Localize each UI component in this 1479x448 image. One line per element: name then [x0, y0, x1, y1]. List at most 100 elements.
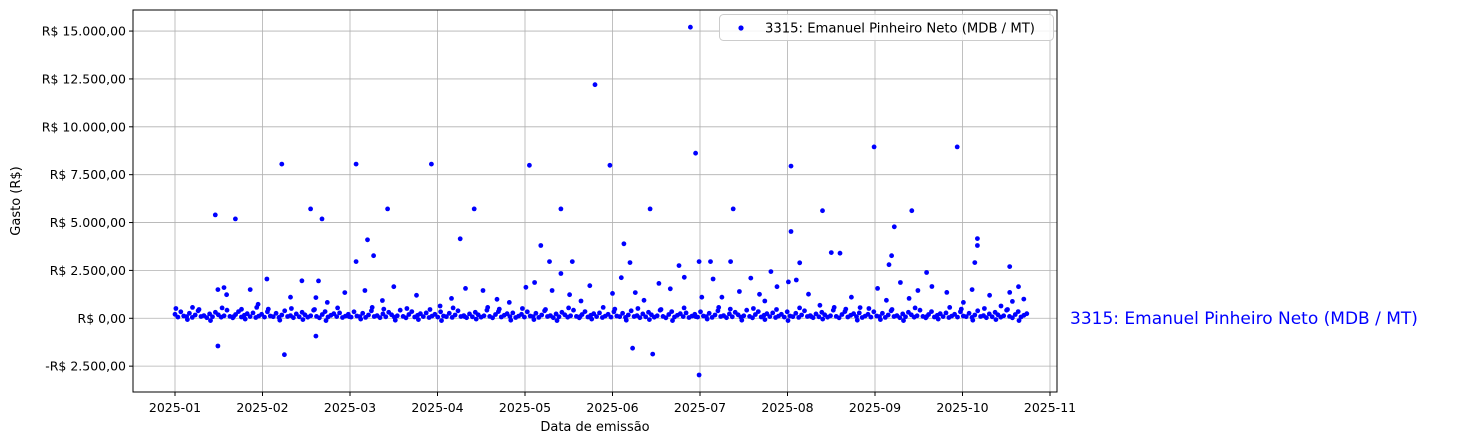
data-point: [360, 310, 366, 316]
data-point: [207, 311, 213, 317]
data-point: [764, 311, 770, 317]
data-point: [558, 206, 564, 212]
data-point: [178, 309, 184, 315]
data-point: [820, 208, 825, 214]
x-tick-label: 2025-11: [1024, 400, 1076, 415]
x-tick-label: 2025-10: [936, 400, 988, 415]
series-annotation: 3315: Emanuel Pinheiro Neto (MDB / MT): [1070, 309, 1418, 329]
data-point: [884, 297, 889, 303]
data-point: [464, 315, 469, 321]
data-point: [947, 305, 953, 310]
data-point: [987, 292, 992, 298]
data-point: [473, 316, 479, 322]
data-point: [667, 286, 673, 292]
data-point: [954, 144, 960, 150]
data-point: [656, 281, 662, 286]
data-point: [630, 345, 635, 351]
x-tick-label: 2025-06: [586, 400, 638, 415]
data-point: [377, 315, 383, 321]
data-point: [781, 314, 787, 320]
data-point: [786, 279, 791, 285]
data-point: [963, 314, 969, 320]
data-point: [242, 316, 248, 322]
data-point: [788, 163, 794, 169]
data-point: [397, 307, 403, 313]
data-point: [751, 306, 756, 311]
data-point: [480, 288, 486, 293]
data-point: [810, 315, 816, 321]
data-point: [254, 305, 260, 310]
data-point: [313, 295, 319, 300]
data-point: [762, 298, 768, 304]
data-point: [625, 312, 631, 318]
data-point: [381, 306, 387, 312]
data-point: [975, 236, 980, 242]
data-point: [265, 306, 271, 312]
data-point: [677, 311, 683, 317]
data-point: [282, 308, 288, 314]
data-point: [369, 305, 375, 310]
data-point: [471, 206, 477, 212]
data-point: [699, 294, 705, 300]
data-point: [371, 253, 376, 259]
data-point: [337, 310, 342, 316]
data-point: [233, 216, 238, 222]
legend-box: [719, 14, 1054, 41]
data-point: [906, 296, 912, 301]
data-point: [187, 310, 192, 316]
data-point: [728, 259, 733, 264]
data-point: [444, 314, 449, 320]
data-point: [1012, 312, 1018, 317]
data-point: [623, 317, 629, 323]
data-point: [647, 206, 653, 212]
data-point: [380, 298, 385, 303]
data-point: [556, 314, 562, 320]
data-point: [912, 305, 918, 311]
data-point: [1007, 290, 1013, 295]
data-point: [719, 294, 725, 300]
y-tick-label: R$ 7.500,00: [50, 167, 126, 182]
data-point: [774, 307, 779, 312]
data-point: [762, 317, 768, 322]
scatter-points: [172, 24, 1030, 378]
data-point: [871, 309, 877, 315]
data-point: [236, 309, 241, 314]
data-point: [744, 307, 750, 313]
data-point: [793, 310, 799, 316]
data-point: [233, 312, 239, 317]
y-tick-label: R$ 10.000,00: [42, 119, 126, 134]
data-point: [1005, 307, 1010, 312]
data-point: [828, 313, 833, 319]
data-point: [219, 305, 225, 311]
data-point: [289, 306, 294, 311]
data-point: [365, 237, 370, 243]
data-point: [416, 317, 421, 322]
data-point: [423, 310, 429, 316]
data-point: [966, 310, 972, 316]
data-point: [299, 278, 305, 284]
data-point: [669, 309, 675, 314]
data-point: [986, 311, 992, 317]
data-point: [317, 315, 322, 321]
data-point: [392, 317, 398, 323]
data-point: [767, 314, 773, 319]
data-point: [871, 144, 877, 150]
x-tick-label: 2025-01: [149, 400, 201, 415]
data-point: [681, 305, 687, 311]
data-point: [915, 288, 921, 293]
data-point: [917, 307, 923, 313]
data-point: [828, 250, 834, 256]
data-point: [288, 294, 293, 300]
data-point: [901, 318, 906, 323]
x-tick-label: 2025-03: [324, 400, 376, 415]
data-point: [543, 307, 548, 312]
data-point: [279, 161, 285, 167]
y-tick-label: R$ 0,00: [78, 311, 126, 326]
data-point: [264, 276, 270, 282]
axis-ticks: [129, 30, 1051, 396]
data-point: [856, 310, 862, 316]
data-point: [532, 280, 537, 285]
data-point: [362, 288, 368, 293]
